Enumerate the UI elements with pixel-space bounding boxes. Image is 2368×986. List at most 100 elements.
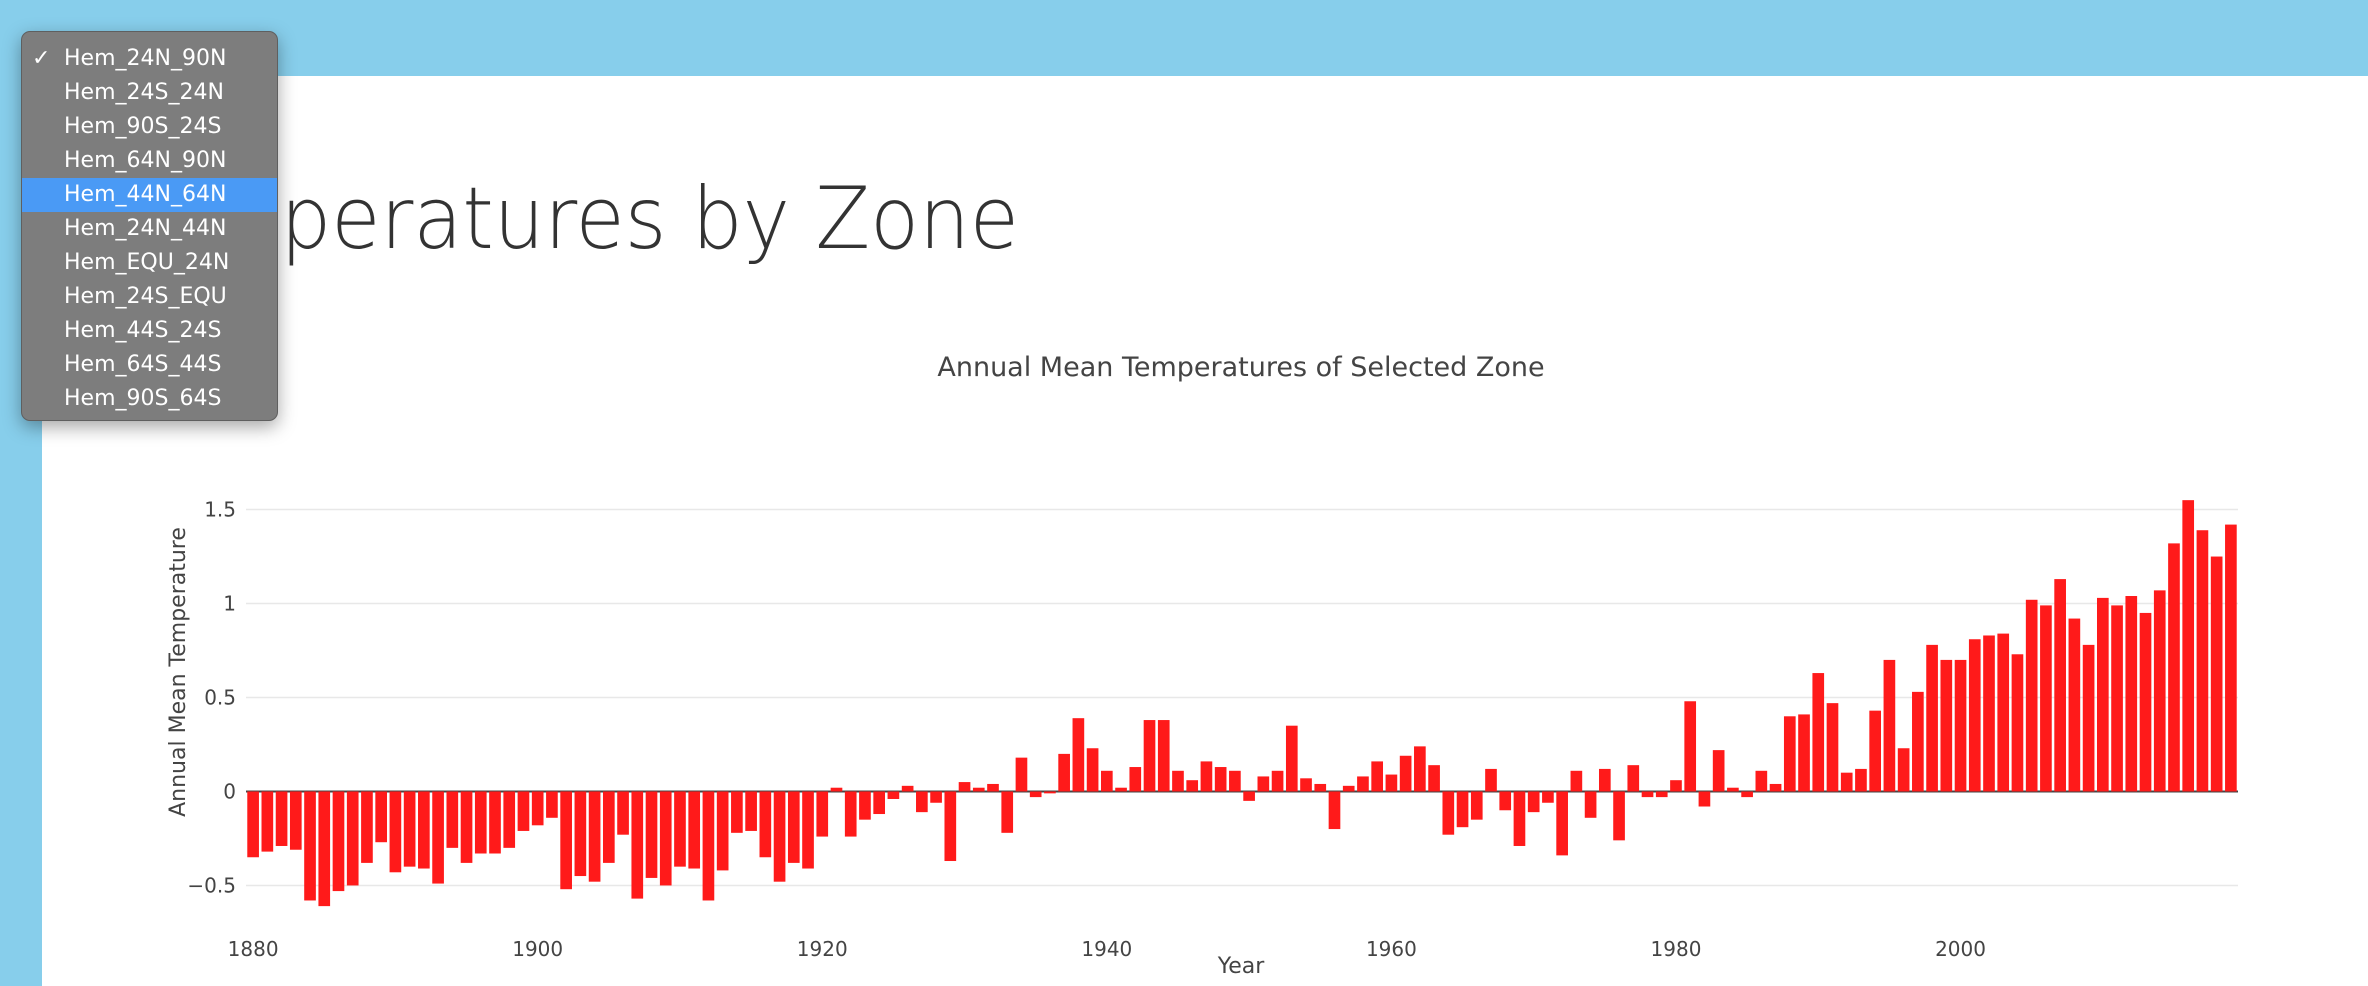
x-tick-label: 2000 bbox=[1935, 937, 1986, 961]
bar bbox=[859, 791, 871, 820]
bar bbox=[546, 791, 558, 818]
x-tick-label: 1940 bbox=[1081, 937, 1132, 961]
bar bbox=[1627, 765, 1640, 792]
bar bbox=[1655, 791, 1668, 798]
dropdown-option[interactable]: Hem_44N_64N bbox=[22, 178, 277, 212]
bar bbox=[418, 791, 430, 869]
bar bbox=[1044, 791, 1056, 794]
bar bbox=[2225, 524, 2237, 792]
dropdown-option-label: Hem_90S_24S bbox=[64, 114, 222, 139]
bar bbox=[2011, 654, 2024, 792]
bar bbox=[1328, 791, 1341, 830]
dropdown-option-label: Hem_64N_90N bbox=[64, 148, 227, 173]
bar bbox=[574, 791, 587, 877]
bar bbox=[1001, 791, 1014, 833]
bar bbox=[2196, 530, 2209, 792]
bar bbox=[1968, 639, 1981, 792]
top-band bbox=[0, 0, 2368, 76]
dropdown-option[interactable]: Hem_90S_64S bbox=[22, 382, 277, 416]
bar bbox=[1200, 761, 1213, 792]
dropdown-option-label: Hem_90S_64S bbox=[64, 386, 222, 411]
bar bbox=[1186, 780, 1199, 792]
bar bbox=[346, 791, 359, 886]
dropdown-option[interactable]: Hem_64S_44S bbox=[22, 348, 277, 382]
bar bbox=[2068, 618, 2081, 792]
dropdown-option[interactable]: ✓ Hem_24N_90N bbox=[22, 42, 277, 76]
bar bbox=[1613, 791, 1625, 841]
bar bbox=[1485, 768, 1497, 792]
bar bbox=[1783, 716, 1796, 792]
bar bbox=[2153, 590, 2166, 792]
bar bbox=[560, 791, 572, 890]
dropdown-option[interactable]: Hem_44S_24S bbox=[22, 314, 277, 348]
bar bbox=[2054, 579, 2066, 792]
bar bbox=[1100, 770, 1113, 792]
bar bbox=[674, 791, 686, 867]
bar bbox=[1741, 791, 1753, 798]
bar bbox=[389, 791, 402, 873]
dropdown-option[interactable]: Hem_24S_24N bbox=[22, 76, 277, 110]
bar bbox=[916, 791, 928, 813]
bar bbox=[289, 791, 302, 850]
bar bbox=[1143, 720, 1156, 792]
bar bbox=[1072, 718, 1085, 792]
bar bbox=[844, 791, 857, 837]
bar bbox=[1470, 791, 1483, 820]
bar bbox=[1300, 778, 1312, 792]
bar bbox=[716, 791, 729, 871]
bar bbox=[1513, 791, 1526, 846]
bar bbox=[830, 787, 843, 792]
dropdown-option[interactable]: Hem_64N_90N bbox=[22, 144, 277, 178]
bar bbox=[517, 791, 530, 831]
zone-dropdown-menu[interactable]: ✓ Hem_24N_90N Hem_24S_24N Hem_90S_24S Hem_64… bbox=[21, 31, 278, 421]
bar bbox=[1684, 701, 1697, 792]
bar bbox=[1428, 765, 1440, 792]
bar bbox=[1399, 755, 1412, 792]
bar bbox=[1897, 748, 1910, 792]
chart-title: Annual Mean Temperatures of Selected Zon… bbox=[937, 352, 1544, 383]
bar bbox=[1527, 791, 1540, 813]
bar bbox=[1983, 635, 1995, 792]
bar bbox=[1598, 768, 1611, 792]
bar bbox=[1698, 791, 1711, 807]
bar bbox=[802, 791, 814, 869]
bar bbox=[1229, 770, 1241, 792]
checkmark-icon: ✓ bbox=[32, 46, 51, 71]
bar bbox=[1243, 791, 1255, 801]
bar bbox=[1029, 791, 1042, 798]
bar bbox=[1855, 768, 1867, 792]
dropdown-option[interactable]: Hem_EQU_24N bbox=[22, 246, 277, 280]
bar bbox=[1755, 770, 1768, 792]
bar bbox=[1542, 791, 1554, 803]
bar bbox=[972, 787, 985, 792]
bars bbox=[247, 500, 2237, 907]
bar bbox=[2168, 543, 2180, 792]
dropdown-option-label: Hem_EQU_24N bbox=[64, 250, 230, 275]
bar bbox=[1556, 791, 1568, 856]
bar bbox=[1456, 791, 1469, 828]
bar bbox=[474, 791, 487, 854]
bar bbox=[958, 782, 971, 792]
bar bbox=[1058, 753, 1070, 792]
bar bbox=[1499, 791, 1512, 811]
bar bbox=[1442, 791, 1455, 835]
dropdown-option[interactable]: Hem_90S_24S bbox=[22, 110, 277, 144]
bar bbox=[460, 791, 473, 863]
bar bbox=[2040, 605, 2052, 792]
bar bbox=[1086, 748, 1099, 792]
dropdown-option[interactable]: Hem_24N_44N bbox=[22, 212, 277, 246]
bar bbox=[446, 791, 459, 848]
bar bbox=[1157, 720, 1170, 792]
y-tick-label: 0 bbox=[223, 779, 236, 803]
dropdown-option[interactable]: Hem_24S_EQU bbox=[22, 280, 277, 314]
bar bbox=[1840, 772, 1853, 792]
bar bbox=[659, 791, 672, 886]
bar bbox=[1997, 633, 2010, 792]
bar bbox=[631, 791, 644, 899]
bar bbox=[773, 791, 786, 882]
x-tick-label: 1880 bbox=[228, 937, 279, 961]
bar bbox=[1869, 710, 1882, 792]
x-axis-label: Year bbox=[1217, 954, 1266, 979]
bar bbox=[1826, 703, 1839, 792]
bar bbox=[787, 791, 800, 863]
